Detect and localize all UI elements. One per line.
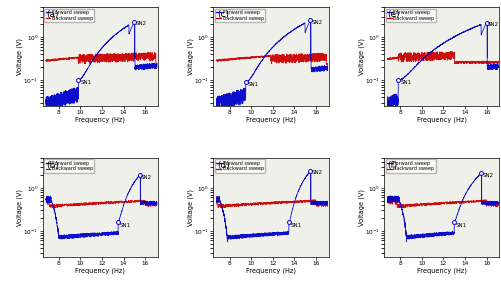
Text: (d): (d) [216, 161, 229, 170]
Legend: Forward sweep, Backward sweep: Forward sweep, Backward sweep [44, 159, 94, 173]
Text: SN2: SN2 [140, 174, 152, 180]
Text: SN2: SN2 [311, 20, 322, 25]
X-axis label: Frequency (Hz): Frequency (Hz) [416, 117, 466, 123]
Legend: Forward sweep, Backward sweep: Forward sweep, Backward sweep [385, 9, 435, 22]
Text: (b): (b) [46, 161, 59, 170]
Text: (c): (c) [216, 10, 228, 19]
Text: SN1: SN1 [290, 223, 301, 228]
Legend: Forward sweep, Backward sweep: Forward sweep, Backward sweep [385, 159, 435, 173]
Text: SN2: SN2 [311, 170, 322, 175]
Text: SN1: SN1 [399, 80, 411, 85]
X-axis label: Frequency (Hz): Frequency (Hz) [75, 117, 125, 123]
Y-axis label: Voltage (V): Voltage (V) [187, 189, 194, 226]
Legend: Forward sweep, Backward sweep: Forward sweep, Backward sweep [214, 159, 265, 173]
Legend: Forward sweep, Backward sweep: Forward sweep, Backward sweep [214, 9, 265, 22]
Text: SN2: SN2 [486, 22, 498, 27]
X-axis label: Frequency (Hz): Frequency (Hz) [416, 267, 466, 274]
Text: SN2: SN2 [481, 173, 492, 178]
Y-axis label: Voltage (V): Voltage (V) [358, 189, 364, 226]
Y-axis label: Voltage (V): Voltage (V) [187, 38, 194, 75]
X-axis label: Frequency (Hz): Frequency (Hz) [245, 267, 296, 274]
Text: SN2: SN2 [135, 22, 146, 26]
X-axis label: Frequency (Hz): Frequency (Hz) [245, 117, 296, 123]
Text: SN1: SN1 [80, 80, 91, 85]
Text: SN1: SN1 [455, 223, 466, 228]
Text: SN1: SN1 [120, 223, 131, 228]
Y-axis label: Voltage (V): Voltage (V) [358, 38, 364, 75]
Y-axis label: Voltage (V): Voltage (V) [17, 189, 23, 226]
Y-axis label: Voltage (V): Voltage (V) [17, 38, 23, 75]
Text: SN1: SN1 [247, 82, 259, 87]
Legend: Forward sweep, Backward sweep: Forward sweep, Backward sweep [44, 9, 94, 22]
Text: (a): (a) [46, 10, 59, 19]
Text: (e): (e) [387, 10, 399, 19]
Text: (f): (f) [387, 161, 397, 170]
X-axis label: Frequency (Hz): Frequency (Hz) [75, 267, 125, 274]
